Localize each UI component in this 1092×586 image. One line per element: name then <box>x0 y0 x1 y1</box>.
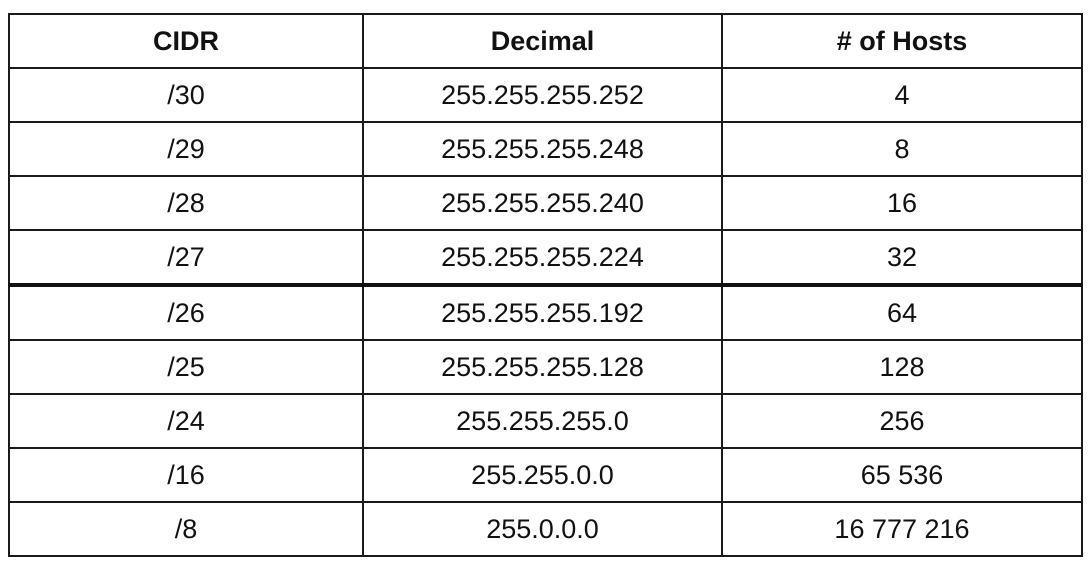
cell-decimal: 255.0.0.0 <box>362 501 723 557</box>
cell-cidr: /27 <box>8 229 364 286</box>
cell-hosts: 32 <box>721 229 1083 286</box>
cell-hosts: 64 <box>721 283 1083 341</box>
column-header-cidr: CIDR <box>8 13 364 69</box>
cell-decimal: 255.255.255.252 <box>362 67 723 123</box>
cidr-table: CIDR Decimal # of Hosts /30 255.255.255.… <box>8 13 1083 557</box>
cell-decimal: 255.255.255.128 <box>362 339 723 395</box>
table-row: /8 255.0.0.0 16 777 216 <box>8 501 1083 557</box>
cell-cidr: /25 <box>8 339 364 395</box>
column-header-hosts: # of Hosts <box>721 13 1083 69</box>
cell-hosts: 8 <box>721 121 1083 177</box>
cell-hosts: 65 536 <box>721 447 1083 503</box>
table-row: /25 255.255.255.128 128 <box>8 339 1083 395</box>
cell-cidr: /16 <box>8 447 364 503</box>
column-header-decimal: Decimal <box>362 13 723 69</box>
cell-cidr: /30 <box>8 67 364 123</box>
cell-decimal: 255.255.255.0 <box>362 393 723 449</box>
cell-cidr: /24 <box>8 393 364 449</box>
cell-cidr: /29 <box>8 121 364 177</box>
cell-hosts: 256 <box>721 393 1083 449</box>
table-row: /27 255.255.255.224 32 <box>8 229 1083 286</box>
cell-cidr: /8 <box>8 501 364 557</box>
table-row: /28 255.255.255.240 16 <box>8 175 1083 231</box>
cell-hosts: 4 <box>721 67 1083 123</box>
table-row: /16 255.255.0.0 65 536 <box>8 447 1083 503</box>
cell-hosts: 128 <box>721 339 1083 395</box>
cell-decimal: 255.255.255.248 <box>362 121 723 177</box>
cell-cidr: /28 <box>8 175 364 231</box>
cell-decimal: 255.255.255.224 <box>362 229 723 286</box>
table-row: /30 255.255.255.252 4 <box>8 67 1083 123</box>
table-row: /24 255.255.255.0 256 <box>8 393 1083 449</box>
table-header-row: CIDR Decimal # of Hosts <box>8 13 1083 69</box>
cell-hosts: 16 <box>721 175 1083 231</box>
cell-decimal: 255.255.0.0 <box>362 447 723 503</box>
table-row: /29 255.255.255.248 8 <box>8 121 1083 177</box>
cell-cidr: /26 <box>8 283 364 341</box>
cell-hosts: 16 777 216 <box>721 501 1083 557</box>
cell-decimal: 255.255.255.192 <box>362 283 723 341</box>
table-row: /26 255.255.255.192 64 <box>8 283 1083 341</box>
cell-decimal: 255.255.255.240 <box>362 175 723 231</box>
